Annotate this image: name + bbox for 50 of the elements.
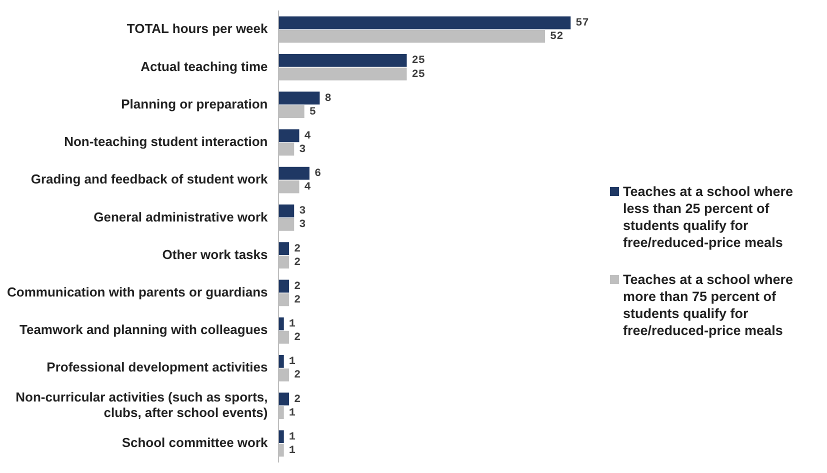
data-label: 3 xyxy=(299,144,306,156)
data-label: 8 xyxy=(324,92,332,105)
data-label: 2 xyxy=(294,280,301,293)
y-tick-label: Teamwork and planning with colleagues xyxy=(20,322,268,338)
data-label: 6 xyxy=(314,168,322,180)
bar xyxy=(278,242,289,255)
data-label: 57 xyxy=(576,18,589,30)
data-label: 1 xyxy=(288,407,296,420)
y-tick-label: TOTAL hours per week xyxy=(126,21,269,36)
bar xyxy=(278,430,284,444)
data-label: 25 xyxy=(412,68,426,81)
data-label: 1 xyxy=(288,318,296,331)
data-label: 1 xyxy=(288,431,296,444)
data-label: 2 xyxy=(294,256,301,269)
data-label: 2 xyxy=(294,332,301,344)
bar xyxy=(278,166,310,180)
bar xyxy=(278,129,300,142)
bar xyxy=(278,92,320,105)
data-label: 2 xyxy=(294,294,301,306)
data-label: 52 xyxy=(550,31,564,44)
data-label: 2 xyxy=(294,394,301,406)
bar xyxy=(278,54,407,67)
y-tick-label: Non-curricular activities (such as sports, clubs, after school events) xyxy=(16,390,268,420)
y-tick-label: Other work tasks xyxy=(162,246,268,262)
bar xyxy=(278,16,571,30)
y-tick-label: Planning or preparation xyxy=(121,96,268,112)
bar xyxy=(278,317,284,330)
data-label: 2 xyxy=(294,243,301,256)
data-label: 2 xyxy=(294,370,301,382)
data-label: 3 xyxy=(299,206,306,218)
data-label: 25 xyxy=(412,55,426,68)
data-label: 4 xyxy=(304,130,312,142)
data-label: 1 xyxy=(288,444,296,457)
bar xyxy=(278,204,294,218)
y-tick-label: Grading and feedback of student work xyxy=(30,172,269,187)
bar xyxy=(278,354,284,368)
y-tick-label: Non-teaching student interaction xyxy=(64,134,268,150)
legend-label: Teaches at a school where less than 25 percent of students qualify for free/reduced-price meals xyxy=(623,183,794,251)
data-label: 5 xyxy=(309,106,316,118)
bar xyxy=(278,392,289,406)
y-tick-label: Professional development activities xyxy=(46,360,268,375)
y-tick-label: Actual teaching time xyxy=(140,58,268,74)
legend-label: Teaches at a school where more than 75 percent of students qualify for free/reduced-price meals xyxy=(623,271,794,339)
data-label: 3 xyxy=(299,219,306,232)
y-tick-label: General administrative work xyxy=(94,209,269,224)
y-tick-label: School committee work xyxy=(122,434,269,450)
data-label: 4 xyxy=(304,182,312,194)
data-label: 1 xyxy=(288,356,296,368)
y-tick-label: Communication with parents or guardians xyxy=(7,284,268,300)
bar xyxy=(278,280,289,293)
